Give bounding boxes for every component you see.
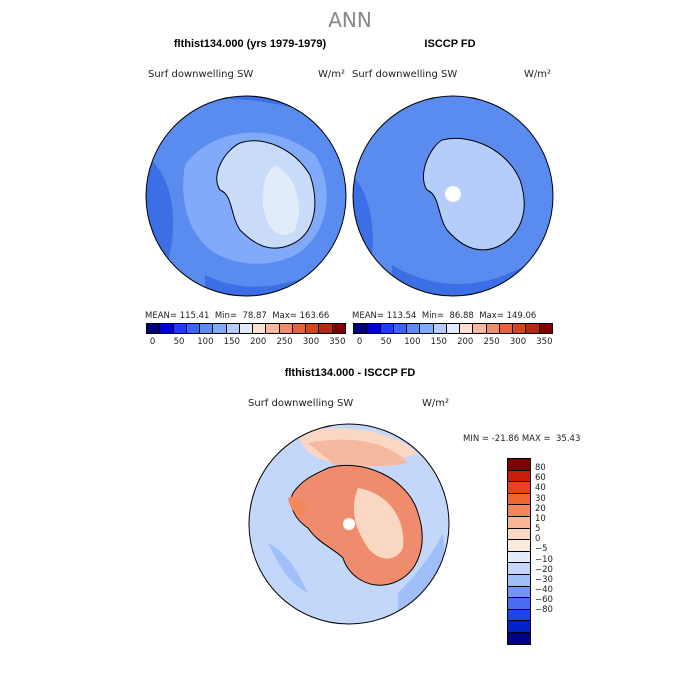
colorbar-swatch [508, 632, 530, 644]
colorbar-tick-label: −60 [535, 595, 553, 606]
colorbar-swatch [253, 324, 267, 333]
colorbar-swatch [526, 324, 540, 333]
model-map [145, 95, 347, 297]
model-colorbar-ticks: 0 50 100 150 200 250 300 350 [146, 337, 346, 349]
model-units-label: W/m² [318, 69, 346, 80]
colorbar-tick-label: 150 [223, 337, 240, 347]
colorbar-swatch [306, 324, 320, 333]
colorbar-swatch [513, 324, 527, 333]
model-panel-title: flthist134.000 (yrs 1979-1979) [173, 38, 327, 50]
colorbar-swatch [239, 324, 254, 333]
colorbar-swatch [226, 324, 240, 333]
obs-colorbar-ticks: 0 50 100 150 200 250 300 350 [353, 337, 553, 349]
model-stats: MEAN= 115.41 Min= 78.87 Max= 163.66 [145, 311, 330, 321]
colorbar-swatch [446, 324, 461, 333]
diff-colorbar-ticks: 80 60 40 30 20 10 5 0 −5 −10 −20 −30 −40 −60 −80 [535, 458, 575, 628]
colorbar-swatch [460, 324, 474, 333]
colorbar-swatch [539, 324, 552, 333]
colorbar-tick-label: 100 [197, 337, 214, 347]
colorbar-tick-label: −30 [535, 574, 553, 585]
colorbar-tick-label: 350 [329, 337, 346, 347]
colorbar-tick-label: 40 [535, 483, 546, 494]
colorbar-swatch [332, 324, 345, 333]
obs-stats: MEAN= 113.54 Min= 86.88 Max= 149.06 [352, 311, 537, 321]
colorbar-tick-label: 250 [276, 337, 293, 347]
model-variable-label: Surf downwelling SW [148, 69, 254, 80]
colorbar-tick-label: 80 [535, 463, 546, 474]
diff-variable-label: Surf downwelling SW [248, 398, 354, 409]
colorbar-tick-label: −5 [535, 544, 548, 555]
colorbar-swatch [508, 493, 530, 506]
colorbar-tick-label: 350 [536, 337, 553, 347]
colorbar-tick-label: 10 [535, 513, 546, 524]
colorbar-tick-label: 100 [404, 337, 421, 347]
diff-panel-title: flthist134.000 - ISCCP FD [284, 367, 416, 379]
colorbar-tick-label: 0 [356, 337, 363, 347]
colorbar-swatch [508, 482, 530, 494]
model-colorbar [146, 323, 346, 334]
colorbar-swatch [433, 324, 447, 333]
obs-variable-label: Surf downwelling SW [352, 69, 458, 80]
colorbar-tick-label: 250 [483, 337, 500, 347]
diff-map [248, 423, 450, 625]
colorbar-swatch [420, 324, 434, 333]
colorbar-tick-label: −40 [535, 584, 553, 595]
colorbar-swatch [354, 324, 368, 333]
diff-stats: MIN = -21.86 MAX = 35.43 [463, 434, 581, 444]
colorbar-swatch [147, 324, 161, 333]
obs-map [352, 95, 554, 297]
colorbar-tick-label: 0 [149, 337, 156, 347]
colorbar-swatch [508, 459, 530, 471]
colorbar-swatch [367, 324, 381, 333]
colorbar-swatch [279, 324, 293, 333]
colorbar-swatch [380, 324, 394, 333]
obs-colorbar [353, 323, 553, 334]
colorbar-swatch [319, 324, 333, 333]
colorbar-tick-label: 300 [302, 337, 320, 347]
colorbar-tick-label: 50 [380, 337, 392, 347]
colorbar-swatch [508, 540, 530, 552]
obs-units-label: W/m² [524, 69, 552, 80]
colorbar-swatch [186, 324, 201, 333]
colorbar-tick-label: −80 [535, 605, 553, 616]
colorbar-tick-label: 0 [535, 534, 541, 545]
figure-title: ANN [328, 8, 372, 32]
colorbar-swatch [508, 621, 530, 633]
obs-panel-title: ISCCP FD [424, 38, 476, 50]
colorbar-tick-label: 5 [535, 524, 541, 535]
colorbar-tick-label: 150 [430, 337, 447, 347]
colorbar-tick-label: 60 [535, 473, 546, 484]
colorbar-swatch [508, 598, 530, 610]
colorbar-swatch [213, 324, 227, 333]
colorbar-swatch [266, 324, 280, 333]
colorbar-tick-label: 200 [457, 337, 474, 347]
colorbar-swatch [508, 528, 530, 541]
colorbar-tick-label: 300 [509, 337, 527, 347]
colorbar-swatch [508, 470, 530, 483]
colorbar-swatch [292, 324, 307, 333]
colorbar-swatch [473, 324, 487, 333]
colorbar-tick-label: 20 [535, 503, 546, 514]
colorbar-swatch [486, 324, 500, 333]
colorbar-swatch [160, 324, 174, 333]
colorbar-swatch [508, 574, 530, 587]
colorbar-tick-label: −20 [535, 564, 553, 575]
colorbar-swatch [407, 324, 421, 333]
colorbar-swatch [508, 586, 530, 599]
colorbar-swatch [499, 324, 514, 333]
colorbar-tick-label: 50 [173, 337, 185, 347]
diff-units-label: W/m² [422, 398, 450, 409]
colorbar-swatch [508, 516, 530, 529]
colorbar-swatch [508, 609, 530, 622]
colorbar-tick-label: 30 [535, 493, 546, 504]
colorbar-swatch [393, 324, 408, 333]
colorbar-swatch [508, 563, 530, 575]
colorbar-tick-label: 200 [250, 337, 267, 347]
colorbar-swatch [508, 551, 530, 564]
colorbar-swatch [173, 324, 187, 333]
colorbar-tick-label: −10 [535, 554, 553, 565]
colorbar-swatch [508, 505, 530, 517]
colorbar-swatch [200, 324, 214, 333]
diff-colorbar [507, 458, 531, 645]
